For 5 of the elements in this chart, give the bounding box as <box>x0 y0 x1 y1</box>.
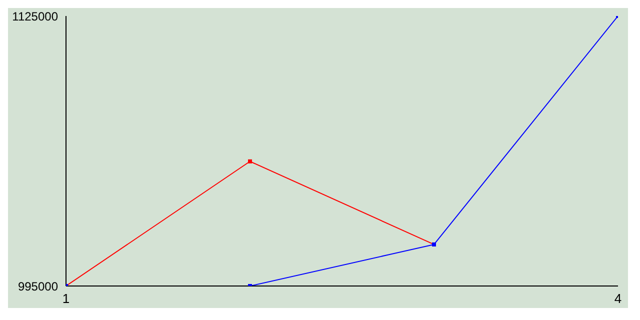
y-tick-label: 995000 <box>18 279 58 294</box>
point <box>248 159 252 164</box>
y-tick-label: 1125000 <box>12 9 58 24</box>
x-tick-label: 4 <box>614 291 622 306</box>
x-tick-label: 1 <box>62 291 70 306</box>
